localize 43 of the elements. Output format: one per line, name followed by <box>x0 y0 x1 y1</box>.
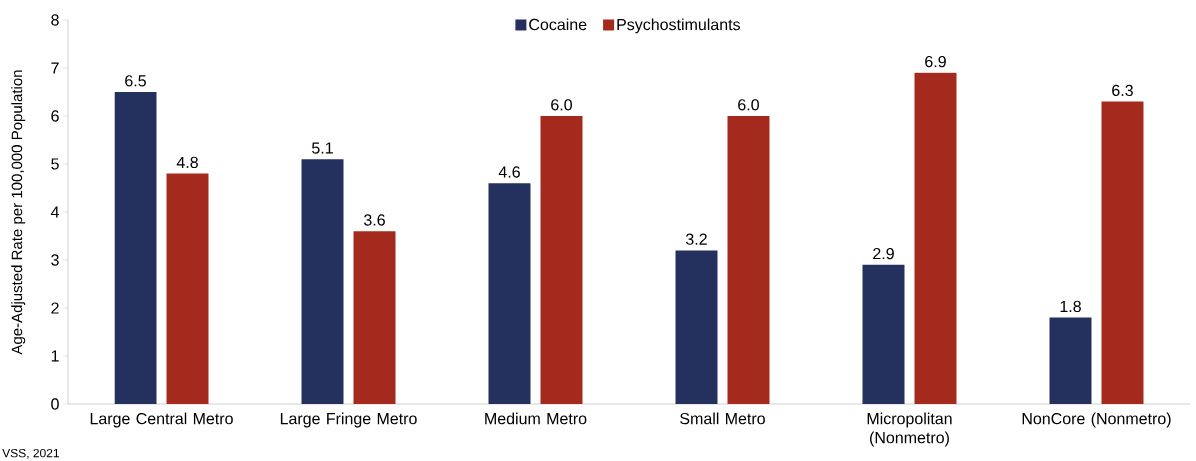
y-tick-label: 5 <box>51 158 59 170</box>
bar <box>914 72 957 404</box>
x-tick-label: Medium Metro <box>485 412 587 425</box>
data-label: 6.0 <box>738 99 759 111</box>
bar <box>1049 317 1092 404</box>
text: VSS, 2021 <box>2 448 59 459</box>
data-label: 4.8 <box>176 156 198 169</box>
bar <box>166 173 209 404</box>
x-tick-label: Large Fringe Metro <box>280 412 417 428</box>
data-label: 2.9 <box>873 247 894 260</box>
y-tick-label: 2 <box>51 302 59 314</box>
data-label: 3.2 <box>685 233 707 245</box>
x-tick-label: Micropolitan (Nonmetro) <box>867 412 952 447</box>
bar <box>1101 101 1144 404</box>
data-label: 6.0 <box>551 99 572 111</box>
y-tick-label: 1 <box>51 350 59 362</box>
x-tick-label: Large Central Metro <box>90 412 233 428</box>
y-tick-label: 4 <box>50 206 59 218</box>
data-label: 3.6 <box>363 214 385 226</box>
bar <box>862 264 905 404</box>
bar <box>301 159 344 404</box>
legend-label: Cocaine <box>529 18 587 31</box>
legend-label: Psychostimulants <box>617 18 740 34</box>
y-tick-label: 3 <box>51 254 59 266</box>
data-label: 6.9 <box>925 55 946 68</box>
bar <box>114 92 157 404</box>
bar <box>727 116 770 404</box>
bar <box>540 116 583 404</box>
y-tick-label: 8 <box>51 14 59 26</box>
data-label: 5.1 <box>312 142 333 154</box>
bar <box>488 183 531 404</box>
x-tick-label: Small Metro <box>680 412 765 425</box>
bar <box>675 250 718 404</box>
bar <box>353 231 396 404</box>
y-tick-label: 7 <box>51 62 59 74</box>
y-axis-title: Age-Adjusted Rate per 100,000 Population <box>11 70 26 355</box>
data-label: 4.6 <box>498 166 520 178</box>
y-tick-label: 6 <box>51 110 59 122</box>
y-tick-label: 0 <box>51 398 59 410</box>
data-label: 6.3 <box>1112 84 1133 97</box>
data-label: 1.8 <box>1060 300 1081 313</box>
data-label: 6.5 <box>125 75 146 87</box>
x-tick-label: NonCore (Nonmetro) <box>1022 412 1171 428</box>
